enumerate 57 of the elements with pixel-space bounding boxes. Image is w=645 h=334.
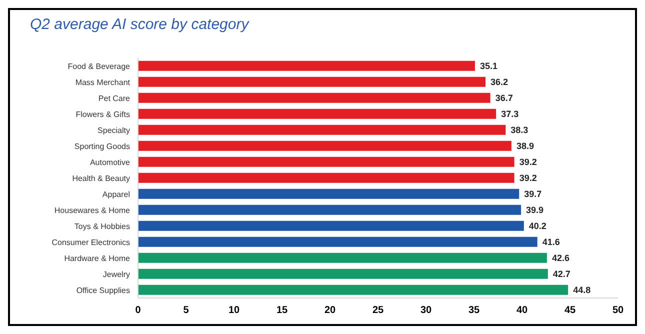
data-label: 39.2: [519, 157, 537, 168]
data-label: 40.2: [528, 221, 546, 232]
y-tick-label: Office Supplies: [76, 286, 130, 295]
data-label: 39.9: [526, 205, 544, 216]
y-tick-label: Health & Beauty: [72, 174, 130, 183]
y-tick-label: Jewelry: [102, 270, 130, 279]
bar: [138, 236, 538, 247]
y-tick-label: Flowers & Gifts: [76, 110, 130, 119]
y-tick-label: Sporting Goods: [74, 142, 130, 151]
bar: [138, 284, 568, 295]
bar: [138, 252, 547, 263]
x-tick-label: 25: [372, 305, 384, 316]
x-tick-label: 5: [183, 305, 190, 316]
y-tick-label: Toys & Hobbies: [74, 222, 130, 231]
bar: [138, 188, 520, 199]
data-label: 42.7: [552, 269, 570, 280]
y-tick-label: Specialty: [98, 126, 130, 135]
y-tick-label: Automotive: [90, 158, 131, 167]
bar: [138, 220, 524, 231]
bar: [138, 140, 512, 151]
data-label: 38.9: [516, 141, 534, 152]
y-tick-label: Housewares & Home: [54, 206, 131, 215]
y-tick-label: Apparel: [102, 190, 130, 199]
data-label: 39.2: [519, 173, 537, 184]
x-tick-label: 35: [468, 305, 480, 316]
x-tick-label: 30: [420, 305, 432, 316]
x-tick-label: 50: [612, 305, 624, 316]
data-label: 42.6: [552, 253, 570, 264]
bar: [138, 124, 506, 135]
data-label: 38.3: [510, 125, 528, 136]
chart-title: Q2 average AI score by category: [30, 16, 249, 33]
data-label: 36.2: [490, 77, 508, 88]
data-label: 44.8: [573, 285, 591, 296]
y-tick-label: Mass Merchant: [75, 78, 131, 87]
y-tick-label: Consumer Electronics: [52, 238, 130, 247]
y-tick-label: Food & Beverage: [68, 62, 131, 71]
bar: [138, 172, 514, 183]
data-label: 36.7: [495, 93, 513, 104]
x-tick-label: 45: [564, 305, 576, 316]
data-label: 41.6: [542, 237, 560, 248]
data-label: 39.7: [524, 189, 542, 200]
x-tick-label: 20: [324, 305, 336, 316]
bar: [138, 204, 522, 215]
x-tick-label: 0: [135, 305, 142, 316]
bar: [138, 156, 514, 167]
bar: [138, 268, 548, 279]
y-tick-label: Pet Care: [98, 94, 131, 103]
bar: [138, 76, 486, 87]
x-tick-label: 15: [276, 305, 288, 316]
x-tick-label: 40: [516, 305, 528, 316]
bar: [138, 60, 475, 71]
bar: [138, 108, 496, 119]
data-label: 37.3: [501, 109, 519, 120]
data-label: 35.1: [480, 61, 498, 72]
x-tick-label: 10: [228, 305, 240, 316]
y-tick-label: Hardware & Home: [64, 254, 131, 263]
bar: [138, 92, 490, 103]
